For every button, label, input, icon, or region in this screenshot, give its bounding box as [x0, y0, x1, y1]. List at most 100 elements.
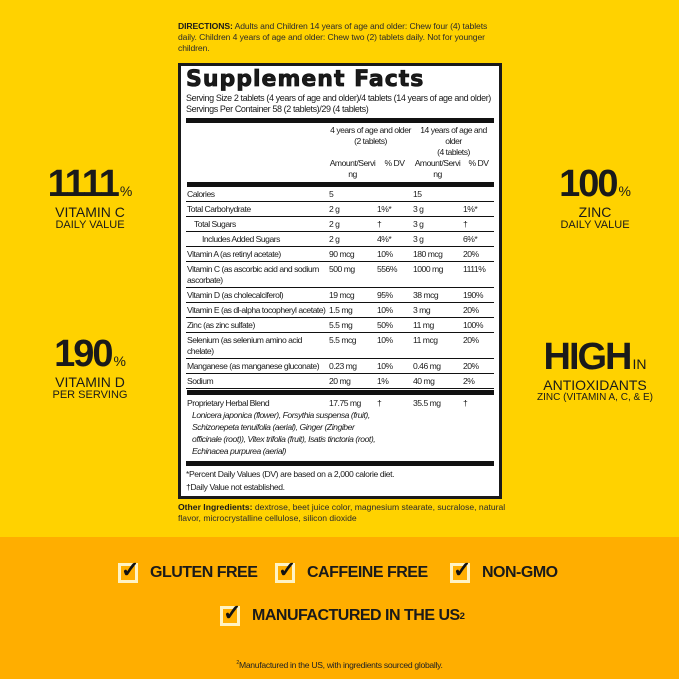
stat-label: VITAMIN C — [55, 204, 125, 220]
stat-sublabel: PER SERVING — [52, 389, 128, 401]
dv-2: 2% — [462, 373, 494, 389]
dv-2: 20% — [462, 358, 494, 374]
dv-2: 100% — [462, 317, 494, 333]
dv-1: 1% — [376, 373, 412, 389]
dv-2: 20% — [462, 246, 494, 262]
amount-2: 38 mcg — [412, 287, 462, 303]
amount-2: 35.5 mg — [413, 398, 441, 408]
other-ingredients: Other Ingredients: dextrose, beet juice … — [178, 502, 508, 524]
amount-1: 5.5 mg — [328, 317, 376, 333]
stat-antioxidants: HIGH IN ANTIOXIDANTS ZINC (VITAMIN A, C, … — [515, 338, 675, 403]
feature-label: CAFFEINE FREE — [307, 564, 428, 581]
dv-1: 10% — [376, 302, 412, 318]
stat-unit: % — [113, 353, 126, 369]
feature-label: GLUTEN FREE — [150, 564, 258, 581]
nutrient-name: Vitamin A (as retinyl acetate) — [186, 246, 328, 262]
amount-2: 3 mg — [412, 302, 462, 318]
col2-sub: (4 tablets) — [437, 147, 470, 157]
dv-1: 95% — [376, 287, 412, 303]
amount-2: 40 mg — [412, 373, 462, 389]
feature-gluten-free: GLUTEN FREE — [118, 557, 258, 583]
footnote-dv: *Percent Daily Values (DV) are based on … — [186, 469, 395, 479]
amount-label-1: Amount/Serving — [329, 158, 376, 179]
dv-1: 10% — [376, 246, 412, 262]
nutrient-name: Proprietary Herbal Blend — [187, 398, 270, 408]
checkbox-icon — [118, 557, 139, 583]
dv-1: 1%* — [376, 201, 412, 217]
dv-label-1: % DV — [384, 158, 405, 168]
stat-value: 190 — [54, 333, 113, 375]
nutrient-name: Total Sugars — [186, 216, 328, 232]
directions: DIRECTIONS: Adults and Children 14 years… — [178, 21, 503, 54]
amount-1: 5 — [328, 187, 376, 202]
amount-1: 2 g — [328, 231, 376, 247]
label-column: DIRECTIONS: Adults and Children 14 years… — [178, 21, 505, 524]
nutrient-name: Vitamin D (as cholecalciferol) — [186, 287, 328, 303]
nutrient-row: Total Sugars 2 g † 3 g † — [186, 216, 494, 232]
stat-vitamin-c: 1111% VITAMIN C DAILY VALUE — [20, 165, 160, 231]
col1-sub: (2 tablets) — [354, 136, 387, 146]
dv-1: 50% — [376, 317, 412, 333]
nutrient-name: Manganese (as manganese gluconate) — [186, 358, 328, 374]
stat-sublabel: ZINC (VITAMIN A, C, & E) — [537, 392, 653, 403]
facts-table: 4 years of age and older (2 tablets) 14 y… — [186, 125, 494, 457]
nutrient-row: Selenium (as selenium amino acid chelate… — [186, 332, 494, 359]
footnote-mark: 2 — [236, 660, 239, 667]
feature-non-gmo: NON-GMO — [450, 557, 558, 583]
dv-2: 1111% — [462, 261, 494, 288]
nutrient-row: Total Carbohydrate 2 g 1%* 3 g 1%* — [186, 201, 494, 217]
nutrient-name: Vitamin E (as dl-alpha tocopheryl acetat… — [186, 302, 328, 318]
dv-1: 10% — [376, 332, 412, 359]
stat-sublabel: DAILY VALUE — [560, 219, 630, 231]
supplement-facts-panel: Supplement Facts Serving Size 2 tablets … — [178, 63, 502, 499]
nutrient-row: Vitamin C (as ascorbic acid and sodium a… — [186, 261, 494, 288]
dv-2: † — [462, 216, 494, 232]
feature-label: NON-GMO — [482, 564, 558, 581]
divider — [186, 461, 494, 466]
feature-caffeine-free: CAFFEINE FREE — [275, 557, 428, 583]
stat-value: 1111 — [47, 163, 120, 205]
amount-2: 180 mcg — [412, 246, 462, 262]
amount-label-2: Amount/Serving — [414, 158, 461, 179]
column-subheader: Amount/Serving % DV Amount/Serving % DV — [186, 158, 494, 180]
nutrient-row: Vitamin A (as retinyl acetate) 90 mcg 10% 1… — [186, 246, 494, 262]
checkbox-icon — [220, 600, 241, 626]
amount-1: 5.5 mcg — [328, 332, 376, 359]
divider — [186, 118, 494, 123]
blend-row: Proprietary Herbal Blend 17.75 mg † 35.5… — [186, 395, 494, 409]
checkbox-icon — [275, 557, 296, 583]
dv-1: † — [377, 398, 382, 408]
amount-1: 0.23 mg — [328, 358, 376, 374]
nutrient-row: Sodium 20 mg 1% 40 mg 2% — [186, 373, 494, 389]
dv-2: 6%* — [462, 231, 494, 247]
amount-1: 19 mcg — [328, 287, 376, 303]
nutrient-row: Calories 5 15 — [186, 187, 494, 202]
amount-2: 3 g — [412, 231, 462, 247]
feature-footnote-mark: 2 — [459, 610, 465, 622]
col1-head: 4 years of age and older — [330, 125, 411, 135]
nutrient-name: Total Carbohydrate — [186, 201, 328, 217]
amount-1: 2 g — [328, 201, 376, 217]
stat-label: ANTIOXIDANTS — [543, 377, 647, 393]
dv-1: † — [376, 216, 412, 232]
column-header: 4 years of age and older (2 tablets) 14 y… — [186, 125, 494, 158]
amount-2: 3 g — [412, 201, 462, 217]
divider — [187, 182, 494, 187]
other-ingredients-text: dextrose, beet juice color, magnesium st… — [178, 502, 506, 523]
col2-head: 14 years of age and older — [420, 125, 487, 146]
nutrient-name: Includes Added Sugars — [186, 231, 328, 247]
footnote: 2Manufactured in the US, with ingredient… — [0, 660, 679, 670]
amount-1: 20 mg — [328, 373, 376, 389]
nutrient-row: Vitamin E (as dl-alpha tocopheryl acetat… — [186, 302, 494, 318]
feature-made-in-us: MANUFACTURED IN THE US2 — [220, 600, 465, 626]
amount-1: 1.5 mg — [328, 302, 376, 318]
dv-1: 10% — [376, 358, 412, 374]
dv-2: 190% — [462, 287, 494, 303]
stat-vitamin-d: 190% VITAMIN D PER SERVING — [20, 335, 160, 401]
dv-2: 20% — [462, 302, 494, 318]
nutrient-row: Includes Added Sugars 2 g 4%* 3 g 6%* — [186, 231, 494, 247]
footnote-dagger: †Daily Value not established. — [186, 482, 285, 492]
footnote-text: Manufactured in the US, with ingredients… — [238, 660, 443, 670]
amount-1: 90 mcg — [328, 246, 376, 262]
nutrient-name: Selenium (as selenium amino acid chelate… — [186, 332, 328, 359]
